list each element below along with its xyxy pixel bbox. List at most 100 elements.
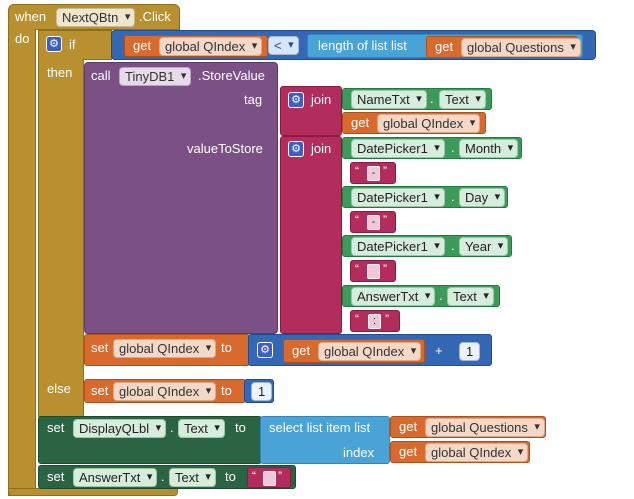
tag-join-block[interactable]: ⚙ join <box>280 86 342 136</box>
to-label: to <box>221 340 232 355</box>
quote-open: “ <box>355 262 359 276</box>
quote-open: “ <box>252 469 256 483</box>
select-questions-dropdown[interactable]: global Questions <box>425 418 545 437</box>
dot-label: . <box>161 469 165 484</box>
select-get-qindex-block[interactable]: get global QIndex <box>390 441 530 463</box>
datepicker-year-comp-dropdown[interactable]: DatePicker1 <box>351 237 445 256</box>
event-bottom <box>8 488 178 496</box>
get-qindex-block[interactable]: get global QIndex <box>124 35 268 57</box>
tag-get-label: get <box>351 115 370 130</box>
add-number-field[interactable]: 1 <box>459 342 481 361</box>
event-name-label: .Click <box>139 9 171 24</box>
displayqlbl-dropdown[interactable]: DisplayQLbl <box>73 419 167 438</box>
value-join-label: join <box>311 141 332 156</box>
dot-label: . <box>451 238 455 253</box>
string-dash-2[interactable]: “ - ” <box>350 211 396 233</box>
empty-string-field[interactable] <box>263 471 276 486</box>
dot-label: . <box>451 140 455 155</box>
dot-label: . <box>451 189 455 204</box>
string-dash-1[interactable]: “ - ” <box>350 162 396 184</box>
quote-close: ” <box>385 312 389 326</box>
quote-open: “ <box>355 164 359 178</box>
datepicker-year-block[interactable]: DatePicker1 . Year <box>342 235 512 257</box>
set-label: set <box>47 469 65 484</box>
tag-get-qindex-block[interactable]: get global QIndex <box>342 112 486 134</box>
quote-open: “ <box>355 213 359 227</box>
string-colon[interactable]: “ : ” <box>350 310 400 332</box>
month-prop-dropdown[interactable]: Month <box>459 139 519 158</box>
index-label: index <box>343 445 375 460</box>
select-list-item-label: select list item list <box>269 420 371 435</box>
set-answertxt-block[interactable]: set AnswerTxt . Text to “ ” <box>38 465 296 489</box>
to-label: to <box>225 469 236 484</box>
method-label: .StoreValue <box>198 68 265 83</box>
get-label: get <box>399 444 418 459</box>
to-label: to <box>221 383 232 398</box>
datepicker-day-block[interactable]: DatePicker1 . Day <box>342 186 508 208</box>
year-prop-dropdown[interactable]: Year <box>459 237 509 256</box>
value-join-gear-icon[interactable]: ⚙ <box>288 141 304 157</box>
tag-label: tag <box>244 92 263 107</box>
set-label: set <box>91 383 109 398</box>
quote-open: “ <box>355 312 359 326</box>
string-colon-field[interactable]: : <box>368 314 381 329</box>
add-gear-icon[interactable]: ⚙ <box>257 342 273 358</box>
quote-close: ” <box>383 262 387 276</box>
answertxt-set-prop-dropdown[interactable]: Text <box>169 468 216 487</box>
reset-number-field[interactable]: 1 <box>251 382 273 401</box>
nametxt-prop-dropdown[interactable]: Text <box>439 90 486 109</box>
string-empty-1[interactable]: “ ” <box>350 260 396 282</box>
answertxt-set-dropdown[interactable]: AnswerTxt <box>73 468 158 487</box>
get-questions-block[interactable]: get global Questions <box>426 36 581 58</box>
reset-qindex-dropdown[interactable]: global QIndex <box>113 382 217 401</box>
empty-string-block[interactable]: “ ” <box>247 467 291 488</box>
event-block[interactable]: when NextQBtn .Click <box>8 4 180 30</box>
dot-label: . <box>439 288 443 303</box>
nametxt-text-block[interactable]: NameTxt . Text <box>342 88 492 110</box>
answertxt-text-block[interactable]: AnswerTxt . Text <box>342 285 500 307</box>
compare-operator-dropdown[interactable]: < <box>268 36 299 55</box>
get-label-2: get <box>435 39 454 54</box>
answertxt-comp-dropdown[interactable]: AnswerTxt <box>351 287 436 306</box>
add-get-qindex-block[interactable]: get global QIndex <box>283 339 425 363</box>
string-empty-1-field[interactable] <box>367 264 380 279</box>
nametxt-dropdown[interactable]: NameTxt <box>351 90 427 109</box>
answertxt-prop-dropdown[interactable]: Text <box>447 287 494 306</box>
datepicker-month-comp-dropdown[interactable]: DatePicker1 <box>351 139 445 158</box>
storevalue-block[interactable]: call TinyDB1 .StoreValue tag valueToStor… <box>84 62 278 334</box>
datepicker-month-block[interactable]: DatePicker1 . Month <box>342 137 522 159</box>
if-block[interactable]: ⚙ if <box>38 30 112 60</box>
value-join-block[interactable]: ⚙ join <box>280 136 342 334</box>
day-prop-dropdown[interactable]: Day <box>459 188 506 207</box>
if-gear-icon[interactable]: ⚙ <box>46 36 62 52</box>
when-label: when <box>15 9 47 24</box>
length-of-list-block[interactable]: length of list list get global Questions <box>307 34 583 58</box>
tag-join-gear-icon[interactable]: ⚙ <box>288 92 304 108</box>
select-get-questions-block[interactable]: get global Questions <box>390 416 546 438</box>
call-label: call <box>91 68 111 83</box>
displayqlbl-prop-dropdown[interactable]: Text <box>178 419 225 438</box>
get-label: get <box>399 419 418 434</box>
set-qindex-reset-block[interactable]: set global QIndex to <box>84 379 246 403</box>
string-dash-2-field[interactable]: - <box>367 215 380 230</box>
set-displayqlbl-block[interactable]: set DisplayQLbl . Text to <box>38 416 262 464</box>
string-dash-1-field[interactable]: - <box>367 166 380 181</box>
tinydb-dropdown[interactable]: TinyDB1 <box>119 67 192 86</box>
do-label: do <box>15 31 30 46</box>
valuetostore-label: valueToStore <box>187 141 263 156</box>
reset-number-block[interactable]: 1 <box>244 379 274 403</box>
select-list-item-block[interactable]: select list item list index <box>260 416 390 464</box>
set-qindex-dropdown[interactable]: global QIndex <box>113 339 217 358</box>
dot-label: . <box>430 91 434 106</box>
add-block[interactable]: ⚙ get global QIndex + 1 <box>248 334 492 366</box>
set-qindex-increment-block[interactable]: set global QIndex to <box>84 334 250 366</box>
qindex-dropdown[interactable]: global QIndex <box>159 37 263 56</box>
add-qindex-dropdown[interactable]: global QIndex <box>318 342 422 361</box>
event-component-dropdown[interactable]: NextQBtn <box>56 8 136 27</box>
select-qindex-dropdown[interactable]: global QIndex <box>425 443 529 462</box>
tag-qindex-dropdown[interactable]: global QIndex <box>377 114 481 133</box>
compare-block[interactable]: get global QIndex < length of list list … <box>111 30 596 60</box>
datepicker-day-comp-dropdown[interactable]: DatePicker1 <box>351 188 445 207</box>
questions-dropdown[interactable]: global Questions <box>461 38 581 57</box>
set-label: set <box>91 340 109 355</box>
